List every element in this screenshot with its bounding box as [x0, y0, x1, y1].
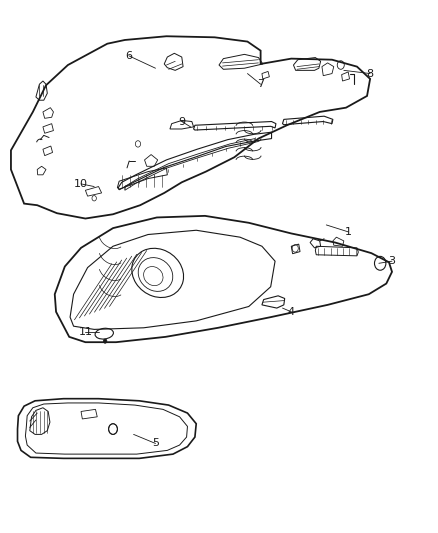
Text: 3: 3 — [389, 256, 396, 266]
Text: 6: 6 — [126, 51, 133, 61]
Text: 9: 9 — [178, 117, 185, 126]
Text: 10: 10 — [74, 179, 88, 189]
Text: 7: 7 — [257, 79, 264, 89]
Text: 11: 11 — [78, 327, 92, 336]
Text: 5: 5 — [152, 439, 159, 448]
Text: 1: 1 — [345, 227, 352, 237]
Text: 4: 4 — [288, 307, 295, 317]
Circle shape — [103, 339, 107, 343]
Text: 8: 8 — [367, 69, 374, 78]
